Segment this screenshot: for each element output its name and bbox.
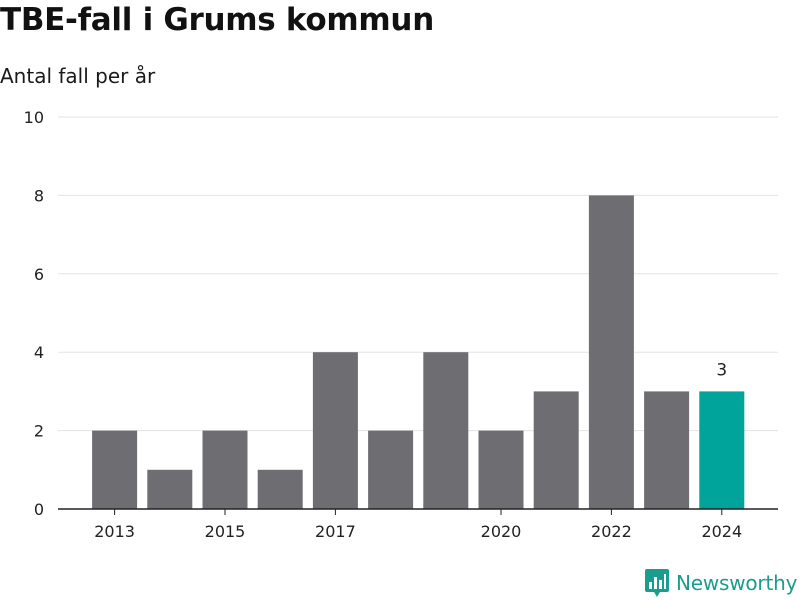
x-tick-label: 2020 xyxy=(481,522,522,541)
y-tick-label: 4 xyxy=(34,343,44,362)
x-tick-label: 2015 xyxy=(205,522,246,541)
y-tick-label: 8 xyxy=(34,186,44,205)
chart-subtitle: Antal fall per år xyxy=(0,64,156,88)
x-tick-label: 2022 xyxy=(591,522,632,541)
y-tick-label: 2 xyxy=(34,422,44,441)
x-tick-label: 2017 xyxy=(315,522,356,541)
newsworthy-logo: Newsworthy xyxy=(644,568,797,598)
data-label: 3 xyxy=(716,360,727,380)
bar-2021 xyxy=(533,391,579,509)
bar-2014 xyxy=(147,469,193,509)
bar-2023 xyxy=(644,391,690,509)
bar-2017 xyxy=(312,352,358,509)
bar-2016 xyxy=(257,469,303,509)
bar-2015 xyxy=(202,430,248,509)
x-tick-label: 2024 xyxy=(701,522,742,541)
y-tick-label: 6 xyxy=(34,265,44,284)
bar-2022 xyxy=(588,195,634,509)
bar-2024 xyxy=(699,391,745,509)
brand-name: Newsworthy xyxy=(676,571,798,595)
x-tick-label: 2013 xyxy=(94,522,135,541)
y-tick-label: 0 xyxy=(34,500,44,519)
bar-2019 xyxy=(423,352,469,509)
chart-title: TBE-fall i Grums kommun xyxy=(0,2,434,38)
chart-logo-icon xyxy=(645,569,669,597)
bar-2013 xyxy=(92,430,138,509)
y-tick-label: 10 xyxy=(24,108,44,127)
bar-2020 xyxy=(478,430,524,509)
bar-2018 xyxy=(368,430,414,509)
